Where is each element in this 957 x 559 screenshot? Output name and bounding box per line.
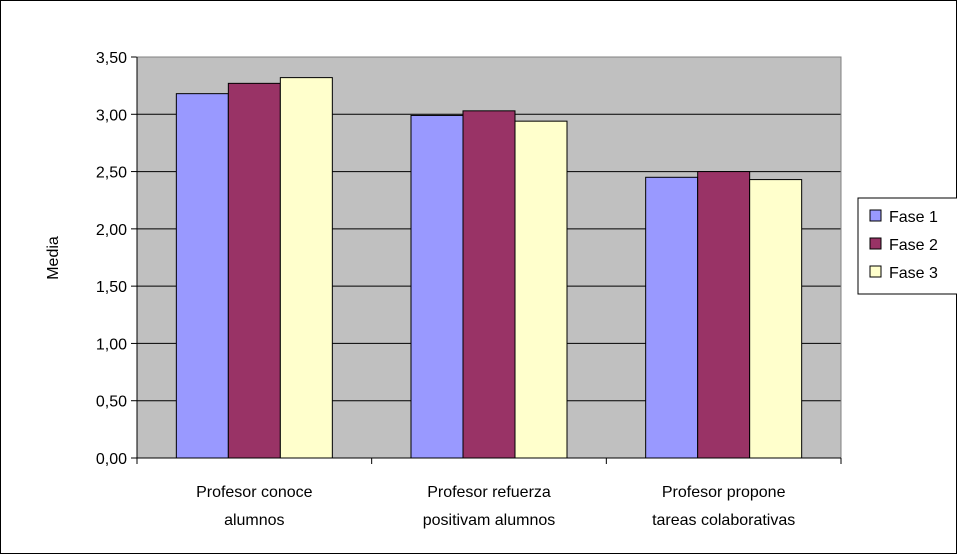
bar	[749, 179, 803, 459]
legend-label: Fase 2	[889, 237, 938, 254]
y-axis-label: Media	[45, 236, 62, 280]
y-tick-label: 0,50	[96, 394, 127, 411]
legend-swatch	[869, 209, 882, 222]
legend-label: Fase 1	[889, 209, 938, 226]
y-tick-label: 0,00	[96, 451, 127, 468]
bar	[227, 82, 281, 459]
bar	[514, 120, 568, 459]
bar	[645, 176, 699, 459]
legend-swatch	[869, 237, 882, 250]
bar	[462, 110, 516, 459]
x-tick-label: Profesor refuerza	[427, 484, 551, 501]
bar	[697, 171, 751, 459]
legend-label: Fase 3	[889, 265, 938, 282]
y-tick-label: 2,50	[96, 165, 127, 182]
bar	[175, 93, 229, 459]
y-tick-label: 1,50	[96, 279, 127, 296]
y-tick-label: 2,00	[96, 222, 127, 239]
x-tick-label: positivam alumnos	[423, 512, 556, 529]
legend-swatch	[869, 265, 882, 278]
x-tick-label: Profesor propone	[662, 484, 786, 501]
x-tick-label: Profesor conoce	[196, 484, 313, 501]
y-tick-label: 3,00	[96, 107, 127, 124]
bar	[279, 77, 333, 459]
x-tick-label: tareas colaborativas	[652, 512, 795, 529]
y-tick-label: 3,50	[96, 50, 127, 67]
y-tick-label: 1,00	[96, 336, 127, 353]
bar	[410, 114, 464, 459]
x-tick-label: alumnos	[224, 512, 284, 529]
